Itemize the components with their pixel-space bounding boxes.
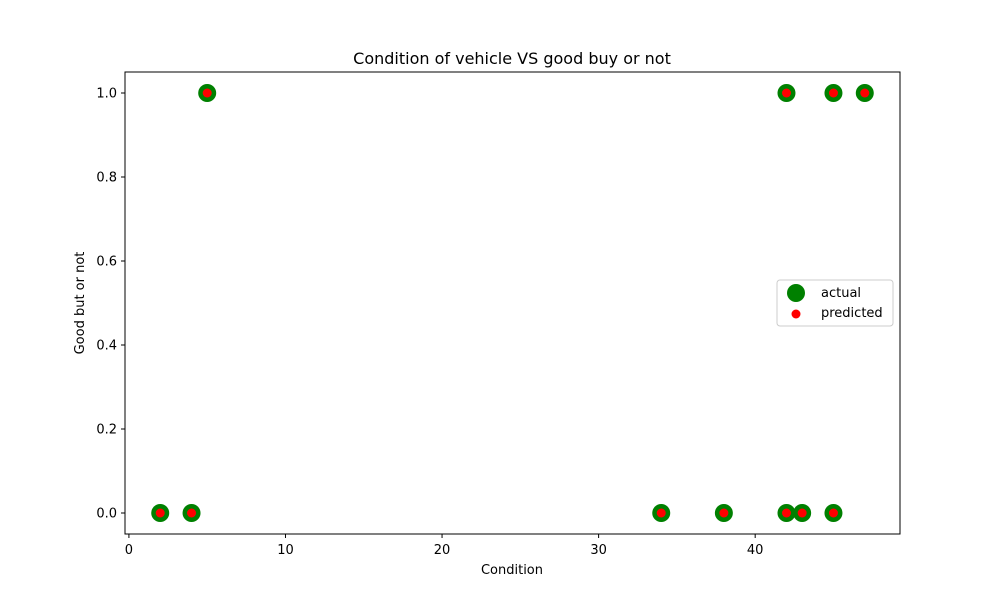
legend: actual predicted xyxy=(776,279,894,327)
y-tick-label: 0.2 xyxy=(96,423,117,438)
x-axis-label: Condition xyxy=(481,563,543,578)
data-point-predicted xyxy=(828,88,838,98)
y-tick-label: 0.0 xyxy=(96,507,117,522)
data-point-predicted xyxy=(155,508,165,518)
data-point-predicted xyxy=(781,508,791,518)
y-tick-label: 0.4 xyxy=(96,339,117,354)
legend-label-predicted: predicted xyxy=(821,306,883,321)
data-point-predicted xyxy=(719,508,729,518)
data-point-predicted xyxy=(860,88,870,98)
data-point-predicted xyxy=(656,508,666,518)
x-tick-label: 10 xyxy=(277,543,294,558)
legend-label-actual: actual xyxy=(821,286,861,301)
legend-marker-predicted xyxy=(791,309,801,319)
data-point-predicted xyxy=(797,508,807,518)
x-tick-label: 40 xyxy=(747,543,764,558)
x-axis-ticks: 0 10 20 30 40 xyxy=(125,534,764,558)
data-point-predicted xyxy=(202,88,212,98)
data-point-predicted xyxy=(828,508,838,518)
y-tick-label: 0.8 xyxy=(96,171,117,186)
y-axis-ticks: 0.0 0.2 0.4 0.6 0.8 1.0 xyxy=(96,87,125,522)
x-tick-label: 20 xyxy=(434,543,451,558)
y-tick-label: 1.0 xyxy=(96,87,117,102)
data-point-predicted xyxy=(187,508,197,518)
y-tick-label: 0.6 xyxy=(96,255,117,270)
chart-title: Condition of vehicle VS good buy or not xyxy=(353,49,671,68)
data-point-predicted xyxy=(781,88,791,98)
x-tick-label: 30 xyxy=(590,543,607,558)
y-axis-label: Good but or not xyxy=(73,252,88,355)
legend-marker-actual xyxy=(787,284,805,302)
x-tick-label: 0 xyxy=(125,543,133,558)
legend-box xyxy=(776,279,894,327)
plot-area-frame xyxy=(124,71,901,535)
data-points xyxy=(151,84,874,522)
